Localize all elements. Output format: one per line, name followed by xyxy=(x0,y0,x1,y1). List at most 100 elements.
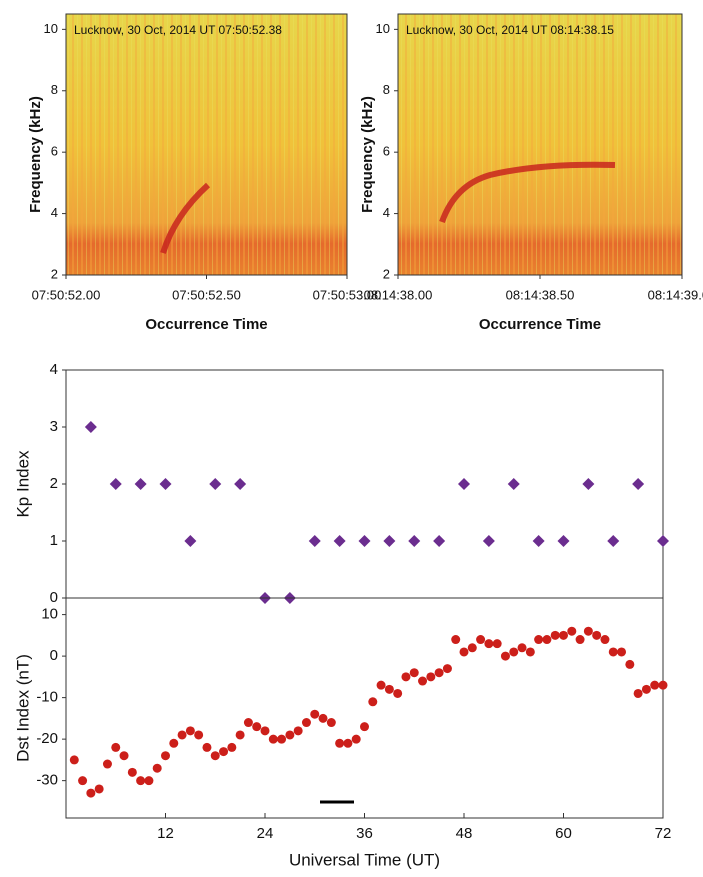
point xyxy=(592,630,602,640)
point xyxy=(144,776,154,786)
point xyxy=(657,535,669,547)
point xyxy=(318,713,328,723)
point xyxy=(408,535,421,547)
point xyxy=(127,767,137,777)
x-tick-label: 72 xyxy=(655,825,672,842)
point xyxy=(492,639,502,649)
point xyxy=(184,535,197,547)
point xyxy=(534,635,544,645)
y-tick-label: 2 xyxy=(383,266,390,281)
x-tick-label: 08:14:39.00 xyxy=(648,287,703,302)
point xyxy=(202,742,212,752)
point xyxy=(243,718,253,728)
point xyxy=(185,726,195,736)
point xyxy=(607,535,620,547)
point xyxy=(608,647,618,657)
point xyxy=(368,697,378,707)
point xyxy=(376,680,386,690)
point xyxy=(301,718,311,728)
y-tick-label: 0 xyxy=(50,647,58,664)
point xyxy=(310,709,320,719)
point xyxy=(384,684,394,694)
point xyxy=(119,751,129,761)
point xyxy=(641,684,651,694)
x-tick-label: 12 xyxy=(157,825,174,842)
point xyxy=(209,478,222,490)
point xyxy=(235,730,245,740)
point xyxy=(308,535,321,547)
point xyxy=(542,635,552,645)
plot-frame xyxy=(65,369,664,599)
x-tick-label: 08:14:38.50 xyxy=(506,287,575,302)
point xyxy=(532,535,545,547)
y-tick-label: -20 xyxy=(36,730,58,747)
point xyxy=(625,659,635,669)
y-tick-label: 4 xyxy=(50,361,58,378)
point xyxy=(134,478,147,490)
point xyxy=(84,421,97,433)
y-tick-label: 2 xyxy=(51,266,58,281)
annotation: Lucknow, 30 Oct, 2014 UT 07:50:52.38 xyxy=(74,23,282,37)
x-tick-label: 07:50:52.50 xyxy=(172,287,241,302)
point xyxy=(152,763,162,773)
y-tick-label: -10 xyxy=(36,689,58,706)
point xyxy=(136,776,146,786)
point xyxy=(484,639,494,649)
y-axis-label: Frequency (kHz) xyxy=(359,96,376,213)
point xyxy=(433,535,446,547)
x-axis-label: Occurrence Time xyxy=(479,316,601,333)
point xyxy=(426,672,436,682)
point xyxy=(383,535,396,547)
point xyxy=(517,643,527,653)
point xyxy=(583,626,593,636)
y-axis-label: Frequency (kHz) xyxy=(27,96,44,213)
point xyxy=(343,738,353,748)
y-tick-label: 2 xyxy=(50,475,58,492)
point xyxy=(94,784,104,794)
point xyxy=(234,478,247,490)
point xyxy=(550,630,560,640)
point xyxy=(252,722,262,732)
point xyxy=(632,478,645,490)
point xyxy=(459,647,469,657)
point xyxy=(467,643,477,653)
point xyxy=(351,734,361,744)
point xyxy=(658,680,668,690)
spectrogram-image xyxy=(398,14,682,275)
point xyxy=(326,718,336,728)
y-tick-label: 0 xyxy=(50,589,58,606)
point xyxy=(509,647,519,657)
x-tick-label: 48 xyxy=(456,825,473,842)
point xyxy=(393,688,403,698)
point xyxy=(86,788,96,798)
point xyxy=(360,722,369,732)
point xyxy=(159,478,172,490)
point xyxy=(260,726,270,736)
x-axis-label: Occurrence Time xyxy=(145,316,267,333)
y-tick-label: 8 xyxy=(51,82,58,97)
y-tick-label: 4 xyxy=(51,205,58,220)
x-tick-label: 07:50:52.00 xyxy=(32,287,101,302)
point xyxy=(102,759,112,769)
point xyxy=(567,626,577,636)
x-tick-label: 60 xyxy=(555,825,572,842)
point xyxy=(507,478,520,490)
point xyxy=(401,672,411,682)
x-axis-label: Universal Time (UT) xyxy=(289,850,440,869)
y-tick-label: 1 xyxy=(50,532,58,549)
point xyxy=(458,478,470,490)
x-tick-label: 07:50:53.00 xyxy=(313,287,382,302)
y-tick-label: 8 xyxy=(383,82,390,97)
y-tick-label: 10 xyxy=(376,21,390,36)
point xyxy=(442,664,452,674)
point xyxy=(650,680,660,690)
point xyxy=(582,478,595,490)
spectrogram-image xyxy=(66,14,347,275)
annotation: Lucknow, 30 Oct, 2014 UT 08:14:38.15 xyxy=(406,23,614,37)
y-tick-label: 6 xyxy=(51,144,58,159)
y-tick-label: 3 xyxy=(50,418,58,435)
x-tick-label: 08:14:38.00 xyxy=(364,287,433,302)
point xyxy=(219,747,229,757)
point xyxy=(161,751,170,761)
